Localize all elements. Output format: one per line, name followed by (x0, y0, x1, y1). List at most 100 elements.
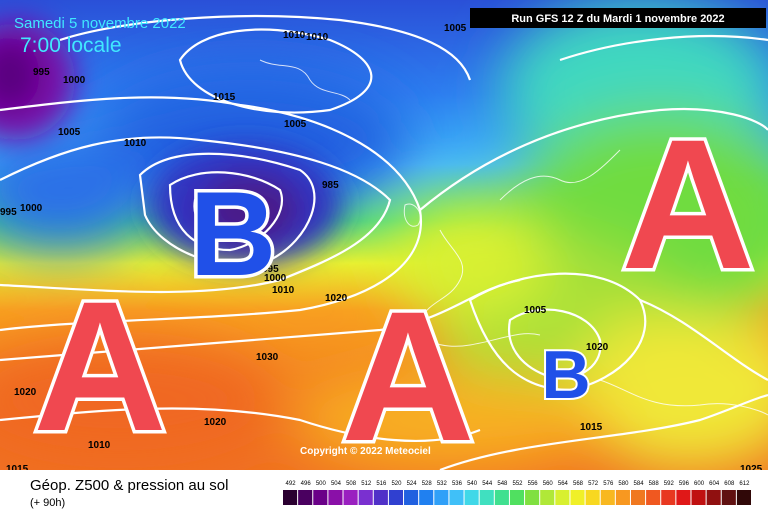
isobar-label: 1010 (306, 32, 329, 43)
scale-label: 600 (694, 481, 705, 487)
scale-swatch (706, 490, 721, 505)
isobar-label: 1005 (58, 127, 81, 138)
pressure-center: B (190, 167, 277, 301)
pressure-systems: BA AAB (30, 99, 759, 484)
scale-label: 508 (346, 481, 357, 487)
scale-label: 500 (316, 481, 327, 487)
isobar-label: 1010 (88, 440, 111, 451)
scale-label: 580 (618, 481, 629, 487)
scale-label: 492 (286, 481, 297, 487)
forecast-time: 7:00 locale (20, 34, 122, 57)
pressure-center: A (621, 102, 755, 308)
scale-label: 604 (709, 481, 720, 487)
scale-swatch (494, 490, 509, 505)
isobar-label: 1020 (586, 342, 609, 353)
scale-swatch (600, 490, 615, 505)
pressure-center: A (341, 274, 475, 480)
scale-swatch (449, 490, 464, 505)
scale-swatch (570, 490, 585, 505)
scale-swatch (585, 490, 600, 505)
field-shading (0, 0, 768, 470)
isobar-label: 1000 (63, 75, 86, 86)
scale-label: 560 (543, 481, 554, 487)
isobar-label: 1010 (124, 138, 147, 149)
run-info: Run GFS 12 Z du Mardi 1 novembre 2022 (511, 13, 724, 25)
isobar-label: 995 (0, 207, 17, 218)
isobar-label: 995 (262, 264, 279, 275)
scale-label: 552 (512, 481, 523, 487)
scale-label: 540 (467, 481, 478, 487)
isobar-labels: 1010 101010059951000101510051005101098599… (0, 23, 763, 475)
scale-label: 504 (331, 481, 342, 487)
isobar-label: 1025 (740, 464, 763, 475)
isobar-label: 1005 (444, 23, 467, 34)
scale-swatch (373, 490, 388, 505)
forecast-date: Samedi 5 novembre 2022 (14, 15, 186, 32)
scale-label: 544 (482, 481, 493, 487)
isobar-label: 985 (322, 180, 339, 191)
isobars (0, 15, 768, 472)
scale-label: 588 (649, 481, 660, 487)
isobar-label: 1010 (272, 285, 295, 296)
isobar-label: 1005 (524, 305, 547, 316)
isobar-label: 1020 (325, 293, 348, 304)
scale-swatch (479, 490, 494, 505)
scale-swatch (509, 490, 525, 505)
scale-label: 532 (437, 481, 448, 487)
scale-swatch (525, 490, 540, 505)
scale-label: 548 (497, 481, 508, 487)
scale-label: 524 (407, 481, 418, 487)
copyright: Copyright © 2022 Meteociel (300, 446, 431, 457)
scale-label: 608 (724, 481, 735, 487)
scale-swatch (630, 490, 646, 505)
pressure-center: A (33, 264, 167, 470)
isobar-label: 1005 (284, 119, 307, 130)
scale-swatch (555, 490, 570, 505)
coastlines (259, 59, 768, 416)
scale-label: 576 (603, 481, 614, 487)
scale-swatch (328, 490, 343, 505)
scale-label: 612 (739, 481, 750, 487)
scale-label: 592 (664, 481, 675, 487)
scale-swatch (298, 490, 313, 505)
scale-label: 584 (634, 481, 645, 487)
scale-label: 572 (588, 481, 599, 487)
scale-swatch (404, 490, 419, 505)
scale-swatch (540, 490, 555, 505)
scale-label: 512 (361, 481, 372, 487)
scale-label: 496 (301, 481, 312, 487)
color-scale: 492 496 500 504 508 512 516 520 524 528 532 536 540 5… (283, 481, 751, 505)
isobar-label: 1020 (204, 417, 227, 428)
isobar-label: 1010 (283, 30, 306, 41)
legend-lead: (+ 90h) (30, 497, 65, 509)
scale-swatch (615, 490, 630, 505)
legend-title: Géop. Z500 & pression au sol (30, 477, 228, 494)
scale-swatch (661, 490, 676, 505)
scale-swatch (721, 490, 736, 505)
scale-swatch (419, 490, 434, 505)
scale-label: 536 (452, 481, 463, 487)
scale-label: 568 (573, 481, 584, 487)
scale-label: 564 (558, 481, 569, 487)
run-banner (470, 8, 766, 28)
scale-label: 556 (528, 481, 539, 487)
scale-swatch (691, 490, 706, 505)
pressure-center: B (541, 337, 590, 413)
isobar-label: 995 (33, 67, 50, 78)
isobar-label: 1020 (14, 387, 37, 398)
scale-label: 596 (679, 481, 690, 487)
isobar-label: 1015 (213, 92, 236, 103)
scale-label: 520 (391, 481, 402, 487)
scale-swatch (358, 490, 373, 505)
scale-label: 516 (376, 481, 387, 487)
scale-swatch (313, 490, 328, 505)
scale-swatch (736, 490, 751, 505)
scale-swatch (646, 490, 661, 505)
scale-label: 528 (422, 481, 433, 487)
low-core (0, 20, 340, 265)
isobar-label: 1030 (256, 352, 279, 363)
scale-swatch (343, 490, 358, 505)
scale-swatch (676, 490, 691, 505)
scale-swatch (434, 490, 449, 505)
